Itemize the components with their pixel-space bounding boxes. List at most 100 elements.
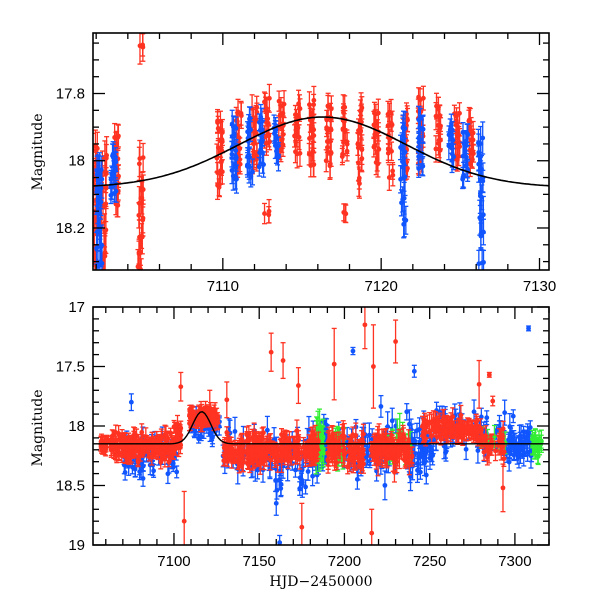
- data-point: [433, 135, 439, 163]
- data-point: [149, 448, 155, 466]
- data-point: [449, 147, 455, 174]
- data-point: [498, 430, 504, 441]
- data-point: [323, 149, 329, 173]
- data-point: [481, 443, 487, 462]
- data-point: [385, 143, 391, 164]
- data-point: [456, 146, 462, 167]
- data-point: [391, 461, 397, 483]
- outlier-point: [490, 395, 496, 407]
- data-point: [423, 465, 429, 485]
- outlier-point: [500, 463, 506, 513]
- data-point: [476, 145, 482, 183]
- data-point: [215, 415, 221, 430]
- data-point: [479, 249, 485, 270]
- outlier-point: [350, 346, 356, 356]
- data-point: [108, 186, 114, 205]
- outlier-point: [411, 364, 417, 378]
- data-point: [99, 445, 105, 454]
- top-panel-y-axis-title: Magnitude: [30, 113, 46, 190]
- outlier-point: [369, 508, 375, 545]
- data-point: [275, 142, 281, 172]
- data-point: [347, 444, 353, 473]
- data-point: [373, 149, 379, 176]
- data-point: [343, 204, 349, 224]
- data-point: [143, 427, 149, 447]
- data-point: [283, 452, 289, 463]
- data-point: [378, 394, 384, 418]
- data-point: [461, 161, 467, 189]
- data-point: [398, 165, 404, 194]
- data-point: [216, 178, 222, 197]
- x-tick-label: 7130: [523, 278, 556, 295]
- outlier-point: [178, 371, 184, 402]
- data-point: [463, 438, 469, 461]
- series-red: [98, 307, 507, 545]
- data-point: [267, 132, 273, 151]
- x-tick-label: 7250: [413, 553, 446, 570]
- data-point: [280, 132, 286, 157]
- data-point: [356, 163, 362, 197]
- data-point: [416, 159, 422, 179]
- data-point: [251, 448, 257, 464]
- outlier-point: [486, 371, 492, 378]
- data-point: [498, 436, 504, 456]
- data-point: [418, 439, 424, 454]
- data-point: [427, 411, 433, 435]
- series-blue: [94, 103, 487, 270]
- x-tick-label: 7150: [243, 553, 276, 570]
- outlier-point: [280, 342, 286, 380]
- data-point: [113, 424, 119, 441]
- data-point: [450, 415, 456, 431]
- data-point: [266, 198, 272, 224]
- data-point: [114, 447, 120, 464]
- x-tick-label: 7200: [328, 553, 361, 570]
- bottom-panel-x-tick-labels: 7100 7150 7200 7250 7300: [157, 553, 531, 570]
- data-point: [340, 130, 346, 155]
- outlier-point: [277, 534, 283, 545]
- top-panel-frame: [92, 32, 550, 271]
- data-point: [329, 440, 335, 464]
- data-point: [292, 441, 298, 459]
- data-point: [136, 202, 142, 229]
- data-point: [402, 157, 408, 197]
- data-point: [395, 445, 401, 467]
- data-point: [296, 124, 302, 151]
- data-point: [287, 446, 293, 464]
- data-point: [232, 168, 238, 190]
- data-point: [380, 436, 386, 458]
- data-point: [341, 422, 347, 450]
- data-point: [527, 420, 533, 435]
- data-point: [310, 439, 316, 453]
- data-point: [310, 466, 316, 487]
- bottom-panel-data-series: [98, 307, 544, 545]
- data-point: [297, 447, 303, 470]
- data-point: [445, 415, 451, 435]
- data-point: [174, 465, 180, 479]
- outlier-point: [273, 490, 279, 516]
- data-point: [314, 446, 320, 463]
- bottom-panel-x-axis-title: HJD−2450000: [269, 574, 372, 590]
- data-point: [390, 163, 396, 187]
- outlier-point: [128, 393, 134, 412]
- x-tick-label: 7120: [364, 278, 397, 295]
- data-point: [221, 454, 227, 467]
- data-point: [419, 157, 425, 176]
- data-point: [240, 440, 246, 451]
- data-point: [190, 405, 196, 420]
- x-tick-label: 7110: [207, 278, 239, 295]
- data-point: [283, 429, 289, 452]
- data-point: [510, 409, 516, 424]
- top-panel-x-tick-labels: 7110 7120 7130: [207, 278, 556, 295]
- data-point: [131, 437, 137, 453]
- bottom-panel-ticks: [93, 306, 550, 546]
- data-point: [238, 102, 244, 130]
- top-panel-ticks: [93, 33, 549, 270]
- y-tick-label: 18: [68, 153, 85, 170]
- data-point: [262, 202, 268, 225]
- data-point: [104, 434, 110, 448]
- data-point: [276, 90, 282, 112]
- data-point: [248, 165, 254, 188]
- top-panel-y-tick-labels: 17.8 18 18.2: [56, 86, 85, 237]
- y-tick-label: 18: [68, 418, 85, 435]
